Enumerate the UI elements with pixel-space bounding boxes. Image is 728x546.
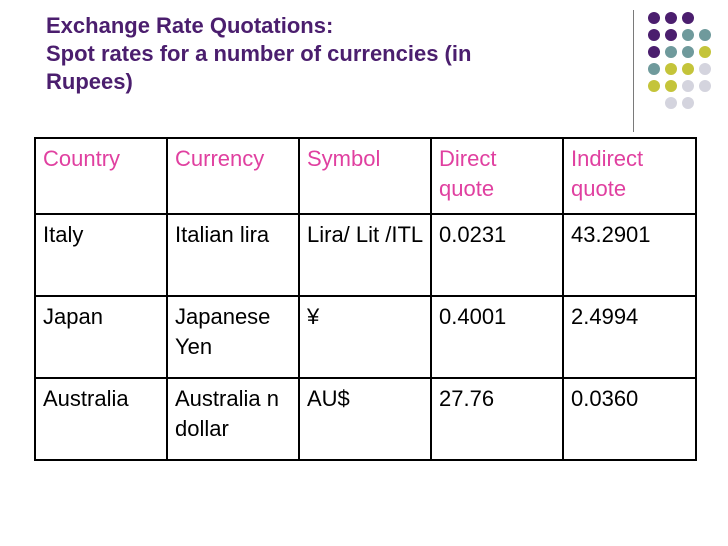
cell-currency: Italian lira bbox=[166, 213, 300, 297]
decorative-dot-grid bbox=[643, 12, 728, 122]
dot-gray bbox=[699, 63, 711, 75]
cell-country: Australia bbox=[34, 377, 168, 461]
dot-gray bbox=[665, 97, 677, 109]
dot-olive bbox=[682, 63, 694, 75]
header-currency: Currency bbox=[166, 137, 300, 215]
table-header-row: Country Currency Symbol Direct quote Ind… bbox=[34, 137, 697, 215]
cell-direct-quote: 0.0231 bbox=[430, 213, 564, 297]
table-row: Italy Italian lira Lira/ Lit /ITL 0.0231… bbox=[34, 213, 697, 297]
cell-indirect-quote: 43.2901 bbox=[562, 213, 697, 297]
header-country: Country bbox=[34, 137, 168, 215]
cell-indirect-quote: 0.0360 bbox=[562, 377, 697, 461]
dot-teal bbox=[682, 29, 694, 41]
dot-purple bbox=[682, 12, 694, 24]
table-row: Australia Australia n dollar AU$ 27.76 0… bbox=[34, 377, 697, 461]
dot-gray bbox=[699, 80, 711, 92]
title-line-2: Spot rates for a number of currencies (i… bbox=[46, 41, 472, 66]
dot-teal bbox=[648, 63, 660, 75]
dot-teal bbox=[699, 29, 711, 41]
dot-teal bbox=[682, 46, 694, 58]
header-indirect-quote: Indirect quote bbox=[562, 137, 697, 215]
dot-olive bbox=[699, 46, 711, 58]
dot-gray bbox=[682, 80, 694, 92]
cell-indirect-quote: 2.4994 bbox=[562, 295, 697, 379]
cell-symbol: AU$ bbox=[298, 377, 432, 461]
dot-purple bbox=[665, 29, 677, 41]
cell-country: Italy bbox=[34, 213, 168, 297]
dot-olive bbox=[648, 80, 660, 92]
table-row: Japan Japanese Yen ¥ 0.4001 2.4994 bbox=[34, 295, 697, 379]
header-direct-quote: Direct quote bbox=[430, 137, 564, 215]
decorative-divider-line bbox=[633, 10, 634, 132]
slide-title: Exchange Rate Quotations: Spot rates for… bbox=[46, 12, 606, 96]
header-symbol: Symbol bbox=[298, 137, 432, 215]
dot-purple bbox=[665, 12, 677, 24]
cell-currency: Australia n dollar bbox=[166, 377, 300, 461]
dot-teal bbox=[665, 46, 677, 58]
dot-purple bbox=[648, 12, 660, 24]
exchange-rate-table: Country Currency Symbol Direct quote Ind… bbox=[34, 137, 697, 461]
dot-olive bbox=[665, 80, 677, 92]
cell-currency: Japanese Yen bbox=[166, 295, 300, 379]
title-line-3: Rupees) bbox=[46, 69, 133, 94]
cell-direct-quote: 0.4001 bbox=[430, 295, 564, 379]
dot-purple bbox=[648, 46, 660, 58]
dot-purple bbox=[648, 29, 660, 41]
cell-direct-quote: 27.76 bbox=[430, 377, 564, 461]
dot-olive bbox=[665, 63, 677, 75]
cell-symbol: Lira/ Lit /ITL bbox=[298, 213, 432, 297]
cell-symbol: ¥ bbox=[298, 295, 432, 379]
title-line-1: Exchange Rate Quotations: bbox=[46, 13, 334, 38]
cell-country: Japan bbox=[34, 295, 168, 379]
dot-gray bbox=[682, 97, 694, 109]
